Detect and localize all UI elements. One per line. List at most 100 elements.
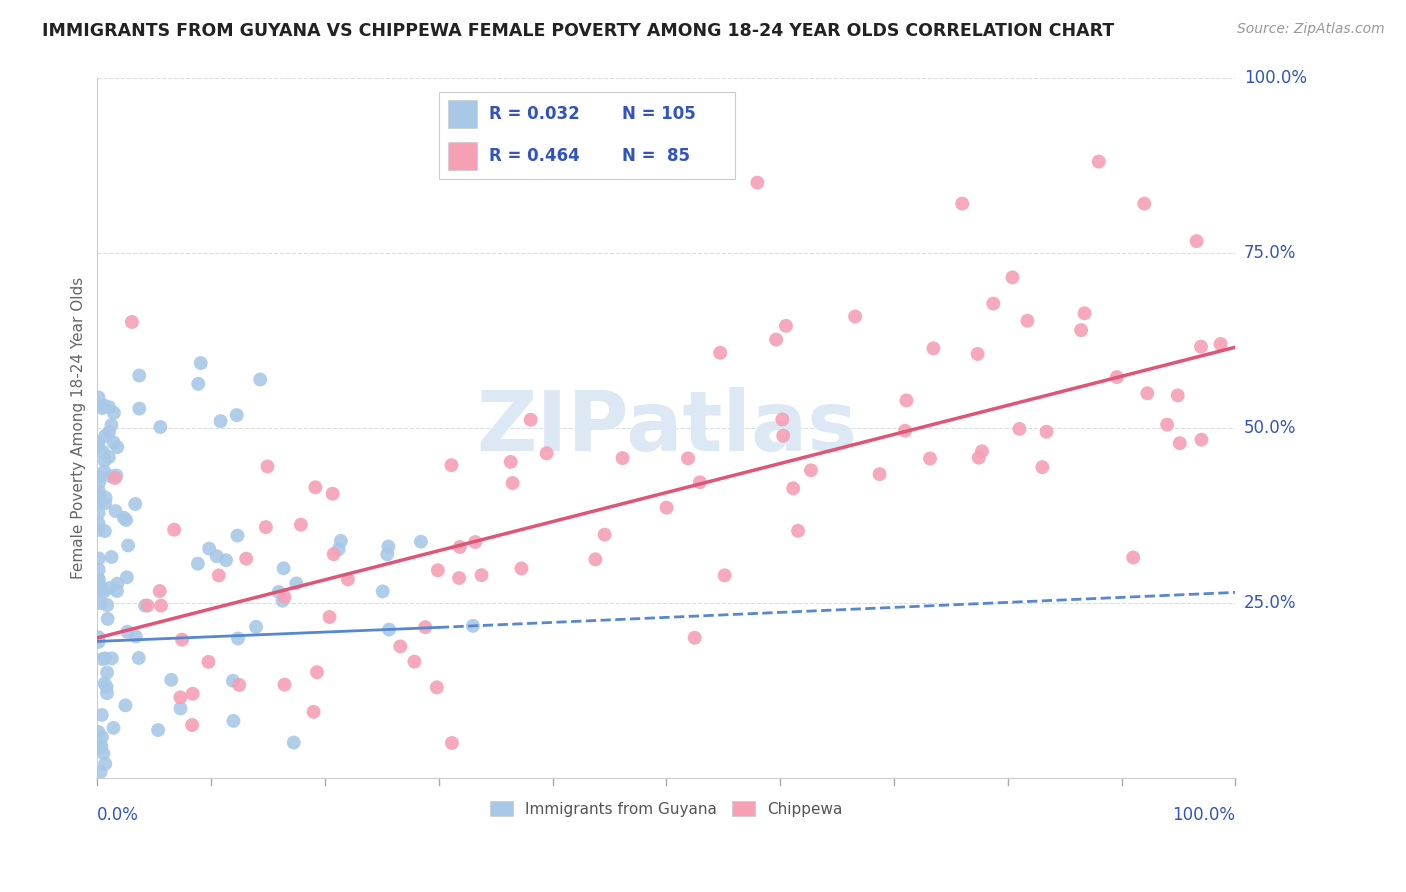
Point bbox=[149, 420, 172, 434]
Point bbox=[404, 655, 426, 669]
Point bbox=[91, 445, 114, 459]
Point bbox=[104, 471, 127, 485]
Point bbox=[1087, 154, 1109, 169]
Point bbox=[519, 413, 541, 427]
Point bbox=[1105, 370, 1128, 384]
Text: ZIPatlas: ZIPatlas bbox=[475, 387, 856, 468]
Point bbox=[197, 655, 219, 669]
Point bbox=[205, 549, 228, 564]
Point bbox=[235, 551, 257, 566]
Point bbox=[96, 686, 118, 700]
Point bbox=[787, 524, 810, 538]
Point bbox=[105, 584, 128, 599]
Point bbox=[226, 632, 249, 646]
Point bbox=[440, 458, 463, 472]
Point bbox=[87, 635, 110, 649]
Point bbox=[770, 412, 793, 426]
Point bbox=[124, 497, 146, 511]
Point bbox=[96, 665, 118, 680]
Point bbox=[378, 623, 401, 637]
Point bbox=[112, 510, 135, 524]
Point bbox=[114, 698, 136, 713]
Text: 50.0%: 50.0% bbox=[1244, 418, 1296, 437]
Point bbox=[208, 568, 231, 582]
Point bbox=[87, 390, 110, 404]
Point bbox=[285, 576, 308, 591]
Point bbox=[89, 469, 111, 483]
Point bbox=[450, 154, 472, 169]
Point bbox=[93, 747, 115, 761]
Point bbox=[318, 610, 340, 624]
Point bbox=[222, 673, 245, 688]
Point bbox=[1017, 314, 1039, 328]
Point bbox=[87, 573, 110, 587]
Point bbox=[918, 451, 941, 466]
Point bbox=[747, 176, 769, 190]
Point bbox=[87, 435, 110, 450]
Point bbox=[922, 341, 945, 355]
Point bbox=[96, 680, 118, 694]
Legend: Immigrants from Guyana, Chippewa: Immigrants from Guyana, Chippewa bbox=[484, 795, 849, 823]
Point bbox=[1168, 436, 1191, 450]
Point bbox=[128, 401, 150, 416]
Point bbox=[170, 632, 193, 647]
Point bbox=[94, 651, 117, 665]
Point bbox=[409, 534, 432, 549]
Point bbox=[336, 573, 359, 587]
Point bbox=[89, 740, 111, 755]
Point bbox=[91, 401, 114, 415]
Point bbox=[100, 418, 122, 433]
Point bbox=[329, 533, 352, 548]
Text: 100.0%: 100.0% bbox=[1173, 806, 1236, 824]
Point bbox=[775, 318, 797, 333]
Point bbox=[100, 549, 122, 564]
Point bbox=[249, 372, 271, 386]
Point bbox=[187, 376, 209, 391]
Point bbox=[683, 631, 706, 645]
Text: Source: ZipAtlas.com: Source: ZipAtlas.com bbox=[1237, 22, 1385, 37]
Point bbox=[87, 523, 110, 537]
Point bbox=[169, 690, 191, 705]
Point bbox=[426, 563, 449, 577]
Point bbox=[181, 687, 204, 701]
Point bbox=[499, 455, 522, 469]
Point bbox=[115, 570, 138, 584]
Point bbox=[426, 681, 449, 695]
Point bbox=[1008, 422, 1031, 436]
Point bbox=[87, 725, 110, 739]
Point bbox=[583, 552, 606, 566]
Point bbox=[87, 572, 110, 586]
Point bbox=[87, 516, 110, 531]
Point bbox=[502, 475, 524, 490]
Point bbox=[98, 581, 121, 595]
Point bbox=[97, 450, 120, 464]
Point bbox=[181, 718, 204, 732]
Point bbox=[87, 551, 110, 566]
Point bbox=[305, 665, 328, 680]
Point bbox=[226, 528, 249, 542]
Point bbox=[90, 707, 112, 722]
Point bbox=[90, 583, 112, 598]
Point bbox=[800, 463, 823, 477]
Point bbox=[209, 414, 232, 428]
Point bbox=[967, 450, 990, 465]
Point bbox=[536, 446, 558, 460]
Point bbox=[869, 467, 891, 482]
Point bbox=[894, 424, 917, 438]
Point bbox=[464, 535, 486, 549]
Point bbox=[273, 561, 295, 575]
Point bbox=[1122, 550, 1144, 565]
Point bbox=[97, 425, 120, 440]
Point bbox=[87, 489, 110, 503]
Point bbox=[87, 631, 110, 645]
Point bbox=[104, 504, 127, 518]
Point bbox=[655, 500, 678, 515]
Point bbox=[105, 576, 128, 591]
Point bbox=[896, 393, 918, 408]
Point bbox=[146, 723, 169, 737]
Y-axis label: Female Poverty Among 18-24 Year Olds: Female Poverty Among 18-24 Year Olds bbox=[72, 277, 86, 579]
Point bbox=[245, 620, 267, 634]
Point bbox=[322, 487, 344, 501]
Point bbox=[105, 440, 128, 454]
Point bbox=[125, 630, 148, 644]
